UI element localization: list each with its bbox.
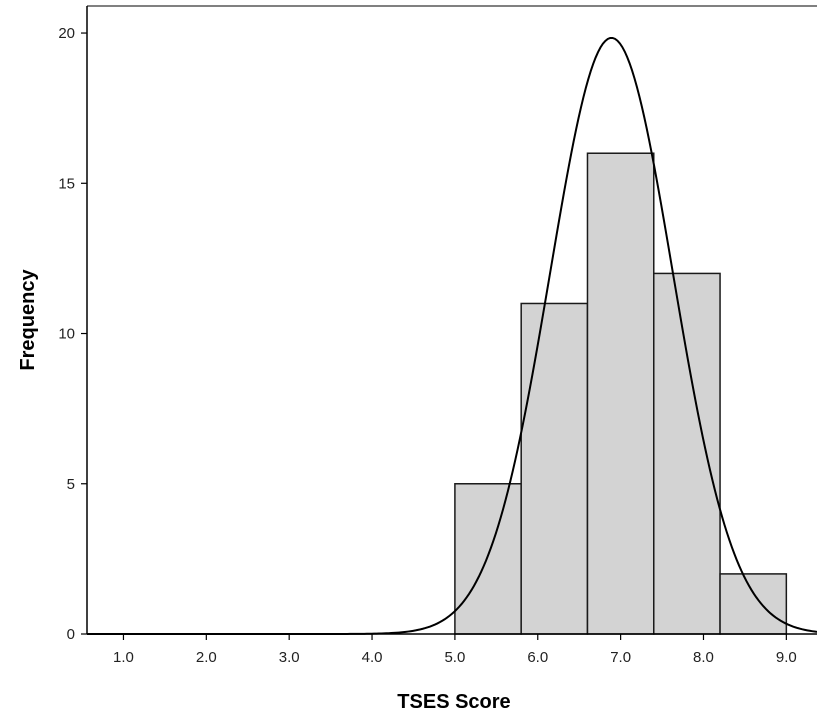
x-tick-label: 2.0 — [196, 649, 217, 666]
x-ticks: 1.0 2.0 3.0 4.0 5.0 6.0 7.0 8.0 9.0 — [113, 634, 797, 666]
y-tick-label: 15 — [58, 175, 75, 192]
histogram-bar-3 — [586, 152, 655, 635]
x-tick-label: 9.0 — [776, 649, 797, 666]
x-tick-label: 3.0 — [279, 649, 300, 666]
y-axis-title: Frequency — [17, 269, 39, 371]
y-tick-label: 5 — [67, 476, 75, 493]
axes — [86, 5, 817, 635]
x-tick-label: 5.0 — [444, 649, 465, 666]
y-tick-label: 10 — [58, 326, 75, 343]
x-tick-label: 1.0 — [113, 649, 134, 666]
x-tick-label: 8.0 — [693, 649, 714, 666]
y-tick-label: 0 — [67, 626, 75, 643]
histogram-bar-2 — [520, 302, 589, 635]
x-tick-label: 6.0 — [527, 649, 548, 666]
bars-layer — [454, 152, 788, 635]
histogram-bar-1 — [454, 483, 522, 635]
x-tick-label: 4.0 — [362, 649, 383, 666]
histogram-bar-5 — [719, 573, 788, 635]
y-ticks: 0 5 10 15 20 — [58, 25, 87, 643]
y-tick-label: 20 — [58, 25, 75, 42]
x-tick-label: 7.0 — [610, 649, 631, 666]
x-axis-title: TSES Score — [397, 691, 510, 713]
histogram-bar-4 — [653, 272, 721, 635]
